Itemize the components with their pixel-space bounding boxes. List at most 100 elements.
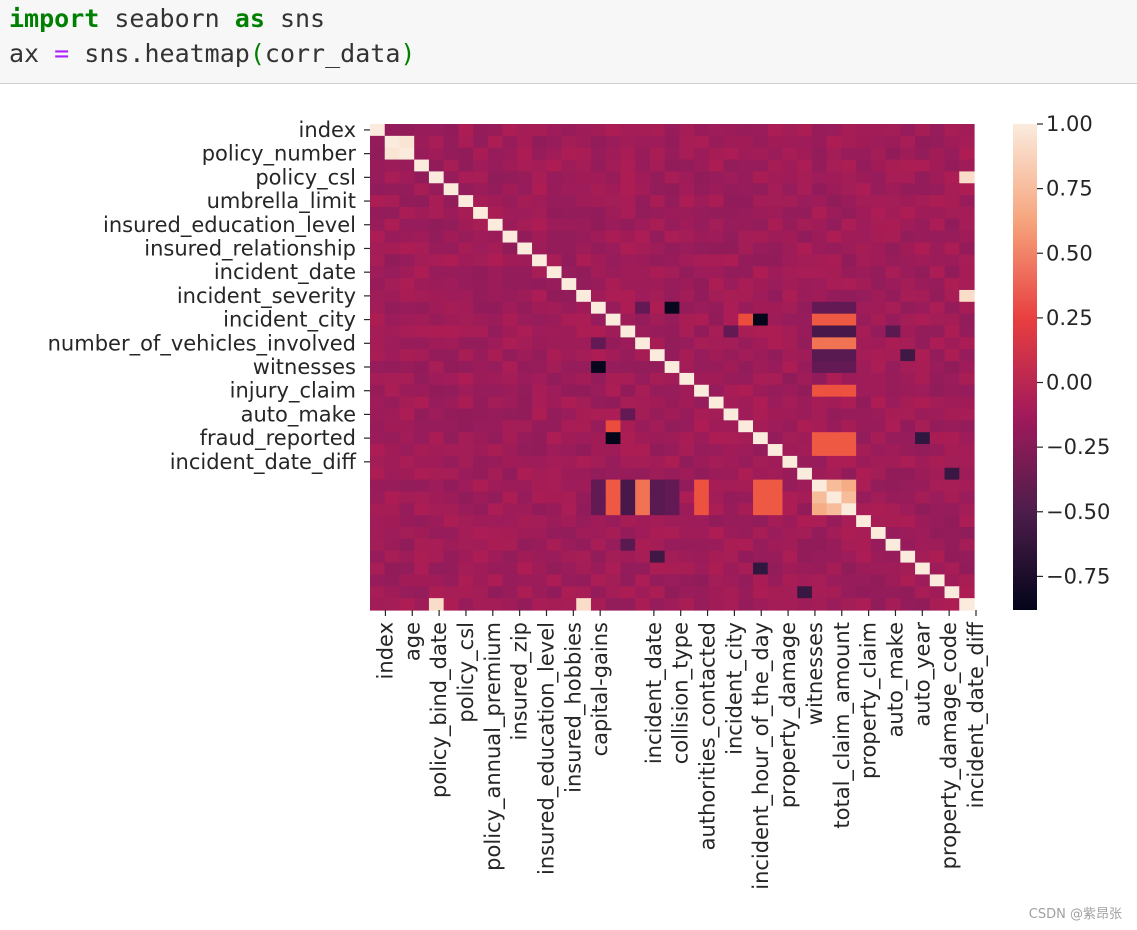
heatmap-cell bbox=[826, 503, 843, 516]
heatmap-cell bbox=[487, 171, 504, 184]
heatmap-cell bbox=[694, 538, 710, 552]
heatmap-cell bbox=[929, 313, 946, 327]
heatmap-cell bbox=[428, 301, 445, 315]
heatmap-cell bbox=[841, 467, 857, 481]
heatmap-cell bbox=[753, 550, 769, 564]
heatmap-cell bbox=[590, 503, 607, 516]
heatmap-cell bbox=[590, 124, 607, 137]
heatmap-cell bbox=[620, 550, 636, 564]
heatmap-cell bbox=[576, 586, 592, 599]
heatmap-cell bbox=[370, 420, 386, 433]
heatmap-cell bbox=[694, 289, 710, 303]
heatmap-cell bbox=[428, 408, 445, 421]
heatmap-cell bbox=[944, 254, 960, 267]
heatmap-cell bbox=[885, 550, 901, 564]
heatmap-cell bbox=[532, 218, 548, 232]
heatmap-cell bbox=[458, 562, 474, 576]
heatmap-cell bbox=[900, 147, 916, 161]
heatmap-cell bbox=[753, 278, 769, 291]
heatmap-cell bbox=[959, 562, 975, 576]
heatmap-cell bbox=[561, 562, 577, 576]
heatmap-cell bbox=[738, 171, 754, 184]
heatmap-cell bbox=[856, 491, 872, 504]
heatmap-cell bbox=[635, 491, 651, 504]
heatmap-cell bbox=[723, 325, 739, 338]
heatmap-cell bbox=[870, 361, 887, 374]
heatmap-cell bbox=[679, 444, 695, 457]
heatmap-cell bbox=[384, 325, 401, 338]
heatmap-cell bbox=[502, 384, 518, 398]
heatmap-cell bbox=[384, 230, 401, 244]
heatmap-cell bbox=[414, 183, 430, 196]
heatmap-cell bbox=[517, 206, 533, 220]
heatmap-cell bbox=[664, 527, 680, 540]
heatmap-figure: indexpolicy_numberpolicy_cslumbrella_lim… bbox=[48, 112, 1111, 890]
heatmap-cell bbox=[546, 218, 563, 232]
heatmap-cell bbox=[679, 384, 695, 398]
heatmap-cell bbox=[826, 408, 843, 421]
colorbar-tick-label: −0.50 bbox=[1046, 500, 1110, 524]
heatmap-cell bbox=[428, 242, 445, 255]
heatmap-cell bbox=[590, 491, 607, 504]
heatmap-cell bbox=[605, 586, 622, 599]
heatmap-cell bbox=[738, 444, 754, 457]
heatmap-cell bbox=[915, 598, 931, 611]
heatmap-cell bbox=[929, 361, 946, 374]
heatmap-cell bbox=[723, 361, 739, 374]
heatmap-cell bbox=[561, 230, 577, 244]
heatmap-cell bbox=[826, 242, 843, 255]
heatmap-cell bbox=[738, 135, 754, 149]
heatmap-cell bbox=[664, 313, 680, 327]
open-paren: ( bbox=[249, 39, 265, 68]
heatmap-cell bbox=[605, 574, 622, 587]
close-paren: ) bbox=[400, 39, 416, 68]
heatmap-cell bbox=[782, 135, 798, 149]
heatmap-cell bbox=[694, 171, 710, 184]
heatmap-cell bbox=[767, 159, 784, 173]
heatmap-cell bbox=[635, 538, 651, 552]
heatmap-cell bbox=[708, 372, 725, 386]
heatmap-cell bbox=[399, 586, 415, 599]
code-cell[interactable]: import seaborn as sns ax = sns.heatmap(c… bbox=[0, 0, 1137, 84]
heatmap-cell bbox=[959, 337, 975, 350]
heatmap-cell bbox=[782, 408, 798, 421]
heatmap-cell bbox=[811, 586, 828, 599]
x-tick-label: auto_year bbox=[910, 622, 935, 727]
heatmap-cell bbox=[370, 349, 386, 362]
heatmap-cell bbox=[458, 325, 474, 338]
heatmap-cell bbox=[590, 586, 607, 599]
heatmap-cell bbox=[664, 337, 680, 350]
heatmap-cell bbox=[738, 396, 754, 410]
heatmap-cell bbox=[517, 337, 533, 350]
heatmap-cell bbox=[944, 159, 960, 173]
heatmap-cell bbox=[370, 313, 386, 327]
y-tick-label: policy_number bbox=[202, 142, 357, 167]
heatmap-cell bbox=[944, 527, 960, 540]
heatmap-cell bbox=[473, 337, 489, 350]
heatmap-cell bbox=[959, 467, 975, 481]
heatmap-cell bbox=[635, 432, 651, 445]
heatmap-cell bbox=[458, 278, 474, 291]
heatmap-cell bbox=[620, 301, 636, 315]
heatmap-cell bbox=[782, 384, 798, 398]
heatmap-cell bbox=[753, 289, 769, 303]
heatmap-cell bbox=[443, 289, 459, 303]
heatmap-cell bbox=[885, 598, 901, 611]
heatmap-cell bbox=[517, 135, 533, 149]
heatmap-cell bbox=[428, 313, 445, 327]
heatmap-cell bbox=[605, 396, 622, 410]
heatmap-cell bbox=[546, 455, 563, 469]
heatmap-cell bbox=[900, 325, 916, 338]
heatmap-cell bbox=[620, 325, 636, 338]
heatmap-cell bbox=[723, 515, 739, 528]
heatmap-cell bbox=[738, 408, 754, 421]
heatmap-cell bbox=[841, 361, 857, 374]
heatmap-cell bbox=[532, 301, 548, 315]
heatmap-cell bbox=[708, 183, 725, 196]
heatmap-cell bbox=[753, 432, 769, 445]
heatmap-cell bbox=[694, 444, 710, 457]
heatmap-cell bbox=[428, 278, 445, 291]
heatmap-cell bbox=[620, 384, 636, 398]
heatmap-cell bbox=[399, 195, 415, 208]
heatmap-cell bbox=[590, 455, 607, 469]
